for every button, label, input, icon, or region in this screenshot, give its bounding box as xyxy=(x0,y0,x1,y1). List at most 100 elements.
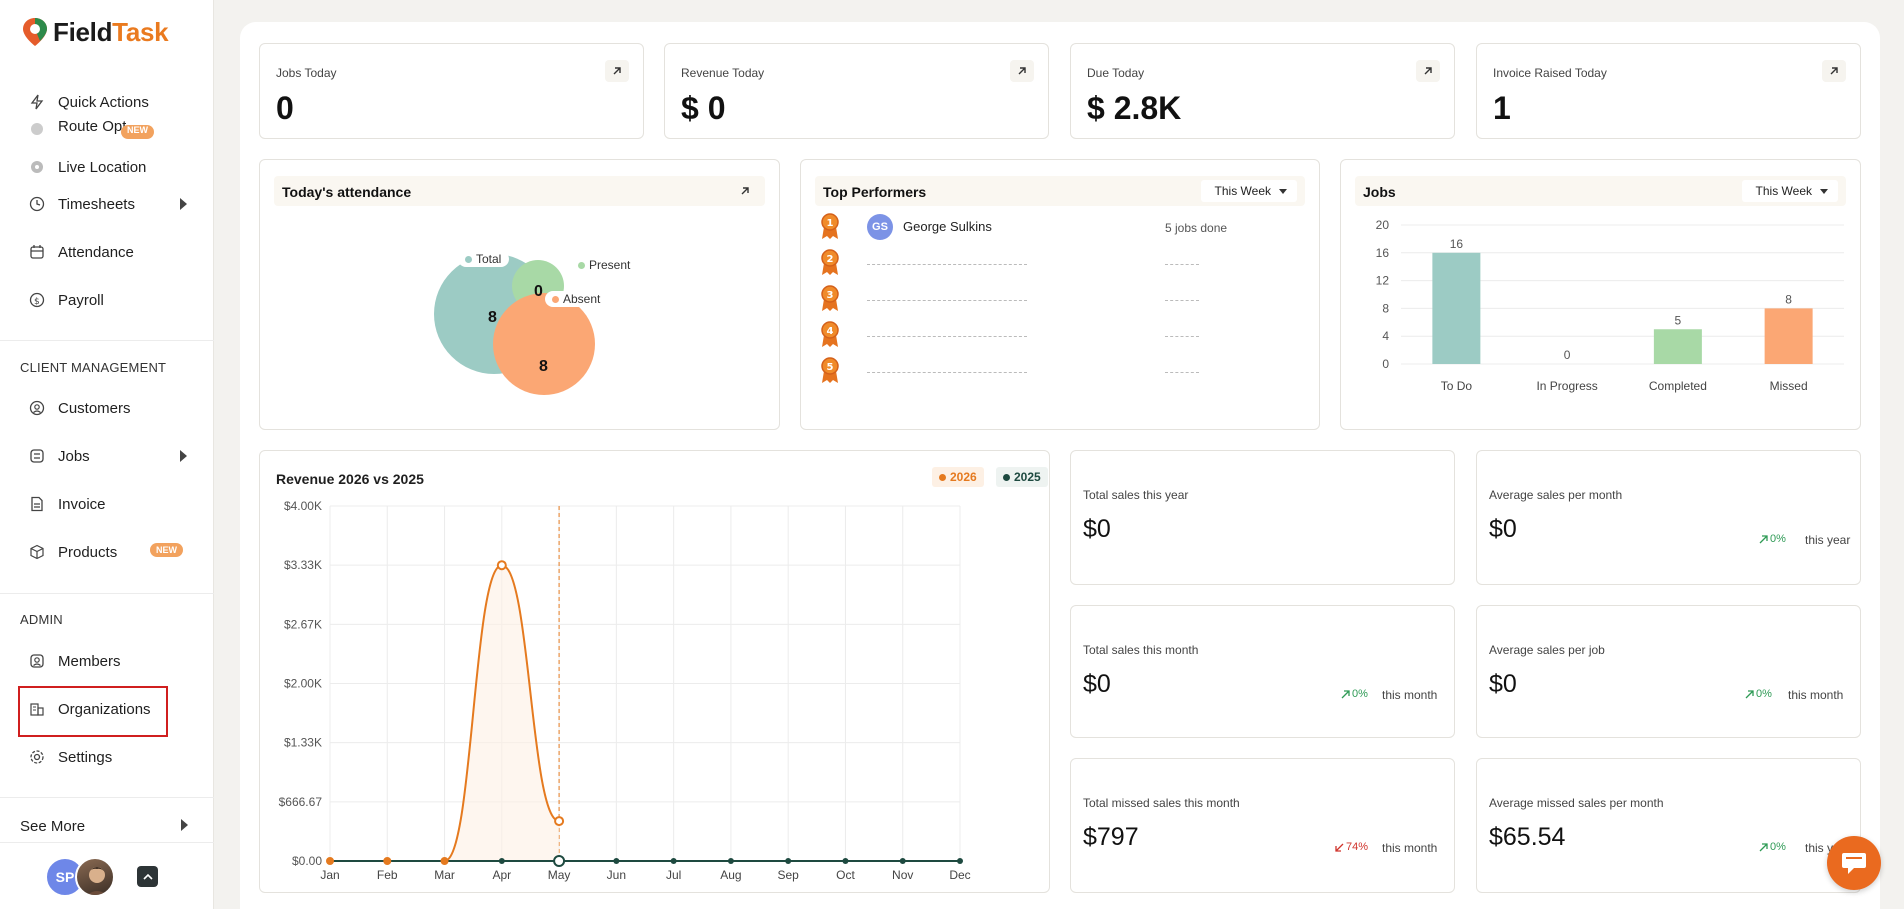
box-icon xyxy=(28,543,46,561)
y-tick-label: $0.00 xyxy=(292,854,322,868)
x-tick-label: Aug xyxy=(720,868,741,882)
x-tick-label: Nov xyxy=(892,868,913,882)
nav-label: Organizations xyxy=(58,700,151,718)
x-tick-label: Sep xyxy=(778,868,800,882)
x-tick-label: Oct xyxy=(836,868,855,882)
chevron-down-icon xyxy=(1279,188,1287,194)
nav-jobs[interactable]: Jobs xyxy=(28,445,187,467)
panel-header: Jobs This Week xyxy=(1355,176,1846,206)
y-tick-label: $1.33K xyxy=(284,736,322,750)
nav-payroll[interactable]: $ Payroll xyxy=(28,289,104,311)
absent-circle xyxy=(493,293,595,395)
x-tick-label: May xyxy=(548,868,571,882)
chat-button[interactable] xyxy=(1827,836,1881,890)
nav-label: Timesheets xyxy=(58,195,135,213)
panel-title: Revenue 2026 vs 2025 xyxy=(276,471,424,487)
brand-accent: Task xyxy=(112,16,169,47)
point-2025 xyxy=(899,858,906,864)
arrow-up-right-icon xyxy=(613,67,621,75)
open-button[interactable] xyxy=(605,60,629,82)
point-2025 xyxy=(957,858,963,864)
divider xyxy=(0,842,214,843)
attendance-panel: Today's attendance 8 0 8 Total Present A… xyxy=(259,159,780,430)
arrow-up-right-icon xyxy=(1424,67,1432,75)
point-2025 xyxy=(498,858,505,864)
period-dropdown[interactable]: This Week xyxy=(1741,180,1838,202)
point-2025 xyxy=(785,858,792,864)
divider xyxy=(0,593,214,594)
jobs-panel: Jobs This Week 0 4 8 12 16 20 16 To Do 0 In Progr… xyxy=(1340,159,1861,430)
nav-timesheets[interactable]: Timesheets xyxy=(28,193,187,215)
trend-up-icon xyxy=(1759,842,1768,851)
logo[interactable]: FieldTask xyxy=(21,16,169,48)
legend-2026[interactable]: 2026 xyxy=(932,467,984,487)
open-button[interactable] xyxy=(1822,60,1846,82)
stat-label: Average sales per month xyxy=(1489,488,1623,502)
stat-label: Average missed sales per month xyxy=(1489,796,1664,810)
y-tick-label: 16 xyxy=(1376,246,1390,260)
nav-attendance[interactable]: Attendance xyxy=(28,241,134,263)
y-tick-label: 20 xyxy=(1376,218,1390,232)
kpi-card-invoice-raised: Invoice Raised Today 1 xyxy=(1476,43,1861,139)
sidebar: FieldTask Quick Actions Route Opt NEW Li… xyxy=(0,0,214,909)
placeholder-dash xyxy=(1165,264,1199,265)
see-more-button[interactable]: See More xyxy=(20,818,86,835)
legend-dot xyxy=(1003,473,1010,481)
change-value: 0% xyxy=(1770,533,1786,545)
placeholder-line xyxy=(867,264,1027,265)
total-value: 8 xyxy=(488,309,497,326)
y-tick-label: $3.33K xyxy=(284,558,322,572)
medal-icon: 4 xyxy=(821,321,839,347)
clock-icon xyxy=(28,195,46,213)
nav-label: Quick Actions xyxy=(58,93,149,111)
nav-live-location[interactable]: Live Location xyxy=(28,156,146,178)
change-value: 0% xyxy=(1352,688,1368,700)
calendar-icon xyxy=(28,243,46,261)
payroll-icon: $ xyxy=(28,291,46,309)
nav-customers[interactable]: Customers xyxy=(28,397,131,419)
nav-invoice[interactable]: Invoice xyxy=(28,493,106,515)
user-avatars[interactable]: SP xyxy=(45,857,117,897)
present-label-chip: Present xyxy=(571,257,639,273)
chevron-right-icon xyxy=(180,450,187,462)
nav-members[interactable]: Members xyxy=(28,650,121,672)
kpi-value: $ 2.8K xyxy=(1087,90,1182,126)
bar-value-label: 5 xyxy=(1675,313,1682,327)
stat-card: Total missed sales this month $797 74% t… xyxy=(1070,758,1455,893)
medal-rank: 2 xyxy=(827,254,834,265)
nav-settings[interactable]: Settings xyxy=(28,746,112,768)
kpi-label: Invoice Raised Today xyxy=(1493,66,1607,80)
new-badge: NEW xyxy=(150,543,183,557)
open-button[interactable] xyxy=(733,180,757,202)
stat-period: this month xyxy=(1382,841,1438,855)
gear-icon xyxy=(28,748,46,766)
x-tick-label: In Progress xyxy=(1536,379,1597,393)
x-tick-label: Jan xyxy=(320,868,339,882)
point-2025 xyxy=(613,858,620,864)
nav-organizations[interactable]: Organizations xyxy=(28,698,151,720)
invoice-icon xyxy=(28,495,46,513)
nav-products[interactable]: Products xyxy=(28,541,117,563)
stat-change: 0% xyxy=(1341,688,1368,700)
chevron-down-icon xyxy=(1820,188,1828,194)
y-tick-label: 0 xyxy=(1382,357,1389,371)
stat-change: 74% xyxy=(1335,841,1368,853)
period-dropdown[interactable]: This Week xyxy=(1200,180,1297,202)
placeholder-line xyxy=(867,372,1027,373)
point-2025 xyxy=(670,858,677,864)
performer-row: 2 xyxy=(819,248,1319,276)
stat-value: $0 xyxy=(1489,515,1517,543)
open-button[interactable] xyxy=(1010,60,1034,82)
nav-route-opt[interactable]: Route Opt xyxy=(28,121,126,137)
legend-2025[interactable]: 2025 xyxy=(996,467,1048,487)
placeholder-dash xyxy=(1165,372,1199,373)
medal-rank: 1 xyxy=(827,218,834,229)
open-button[interactable] xyxy=(1416,60,1440,82)
stat-card: Average sales per job $0 0% this month xyxy=(1476,605,1861,738)
stat-change: 0% xyxy=(1759,841,1786,853)
kpi-value: 1 xyxy=(1493,90,1511,126)
nav-quick-actions[interactable]: Quick Actions xyxy=(28,91,149,113)
avatar: GS xyxy=(867,214,893,240)
stat-card: Total sales this month $0 0% this month xyxy=(1070,605,1455,738)
expand-button[interactable] xyxy=(137,866,158,887)
